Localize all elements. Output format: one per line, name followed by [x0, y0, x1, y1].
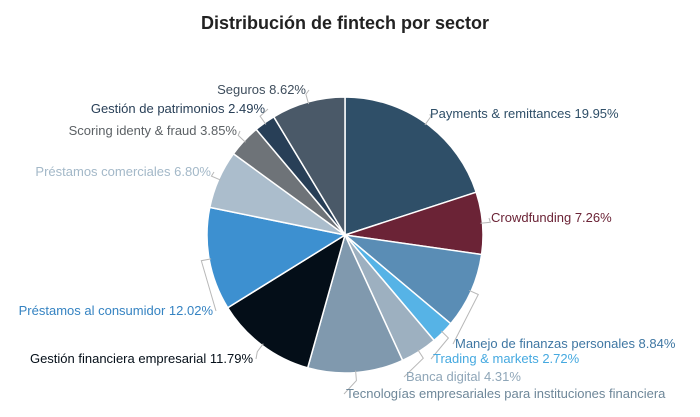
slice-label: Trading & markets 2.72%	[433, 351, 580, 366]
leader-line	[403, 349, 424, 378]
leader-line	[305, 89, 310, 105]
chart-title: Distribución de fintech por sector	[201, 13, 489, 33]
leader-line	[343, 370, 357, 395]
leader-line	[424, 113, 432, 126]
leader-line	[255, 343, 264, 360]
slice-label: Tecnologías empresariales para instituci…	[346, 386, 666, 401]
leader-line	[452, 289, 479, 345]
slice-label: Gestión financiera empresarial 11.79%	[30, 351, 253, 366]
slice-label: Préstamos al consumidor 12.02%	[19, 303, 214, 318]
slice-label: Banca digital 4.31%	[406, 369, 521, 384]
leader-line	[480, 217, 492, 224]
leader-line	[430, 330, 450, 360]
slice-label: Gestión de patrimonios 2.49%	[91, 101, 266, 116]
slice-label: Scoring identy & fraud 3.85%	[69, 123, 238, 138]
slice-labels: Payments & remittances 19.95% Crowdfundin…	[19, 82, 676, 401]
slice-label: Payments & remittances 19.95%	[430, 106, 619, 121]
leader-line	[200, 258, 217, 312]
leader-lines	[200, 89, 492, 395]
slice-label: Préstamos comerciales 6.80%	[35, 164, 211, 179]
leader-line	[210, 171, 221, 181]
slice-label: Manejo de finanzas personales 8.84%	[455, 336, 676, 351]
leader-line	[259, 108, 269, 125]
leader-line	[237, 130, 246, 143]
slice-label: Crowdfunding 7.26%	[491, 210, 612, 225]
slice-label: Seguros 8.62%	[217, 82, 306, 97]
